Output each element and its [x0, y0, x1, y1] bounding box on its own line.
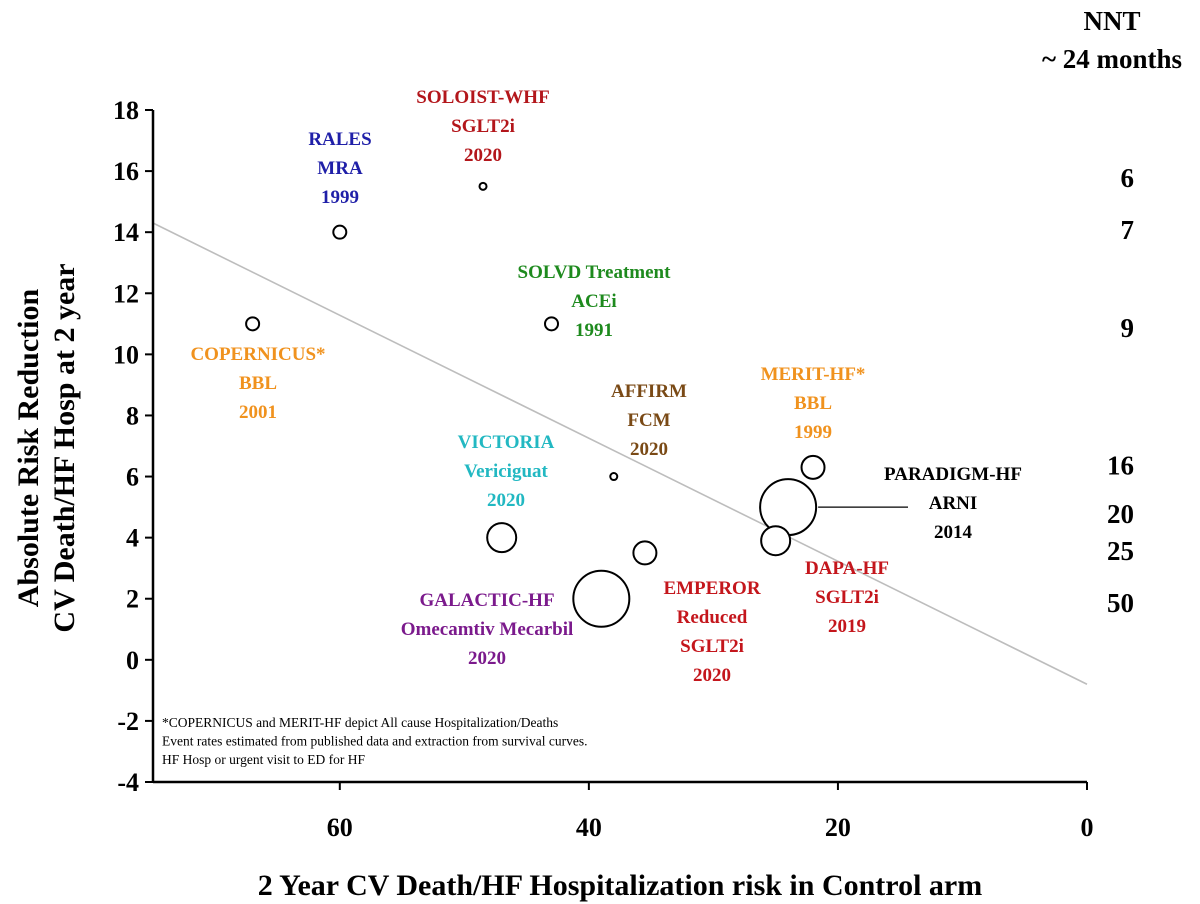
nnt-value: 20 — [1107, 499, 1134, 529]
y-axis-title-line: CV Death/HF Hosp at 2 year — [48, 263, 81, 632]
y-tick-label: 10 — [113, 340, 139, 369]
label-line: 1999 — [321, 187, 359, 208]
nnt-value: 9 — [1121, 313, 1135, 343]
label-copernicus: COPERNICUS* BBL 2001 — [190, 344, 325, 423]
label-paradigm-hf: PARADIGM-HF ARNI 2014 — [884, 464, 1022, 543]
label-line: EMPEROR — [663, 578, 760, 599]
label-soloist-whf: SOLOIST-WHF SGLT2i 2020 — [416, 87, 549, 166]
bubble-copernicus — [245, 316, 261, 332]
nnt-value: 50 — [1107, 588, 1134, 618]
y-tick-label: -4 — [117, 768, 139, 797]
bubble-galactic-hf — [572, 569, 631, 628]
label-line: 2019 — [828, 616, 866, 637]
bubble-affirm — [609, 472, 619, 482]
label-line: AFFIRM — [611, 381, 687, 402]
y-axis-title-line: Absolute Risk Reduction — [12, 288, 45, 607]
label-galactic-hf: GALACTIC-HF Omecamtiv Mecarbil 2020 — [401, 590, 574, 669]
footnote-line: HF Hosp or urgent visit to ED for HF — [162, 752, 365, 767]
label-emperor-reduced: EMPEROR Reduced SGLT2i 2020 — [663, 578, 760, 686]
footnote-line: *COPERNICUS and MERIT-HF depict All caus… — [162, 715, 558, 730]
label-line: 2001 — [239, 402, 277, 423]
label-solvd-treatment: SOLVD Treatment ACEi 1991 — [518, 262, 672, 341]
label-line: PARADIGM-HF — [884, 464, 1022, 485]
label-line: RALES — [308, 129, 371, 150]
label-line: 1999 — [794, 422, 832, 443]
label-line: GALACTIC-HF — [419, 590, 554, 611]
nnt-value: 7 — [1121, 215, 1135, 245]
nnt-subheader: ~ 24 months — [1042, 44, 1182, 74]
label-line: SGLT2i — [451, 116, 515, 137]
x-axis-title: 2 Year CV Death/HF Hospitalization risk … — [258, 869, 982, 902]
x-tick-label: 0 — [1081, 813, 1094, 842]
label-line: 2020 — [630, 439, 668, 460]
y-tick-label: 8 — [126, 401, 139, 430]
nnt-header: NNT — [1083, 6, 1140, 36]
label-line: 2020 — [468, 648, 506, 669]
bubble-dapa-hf — [760, 525, 792, 557]
label-line: 2014 — [934, 522, 973, 543]
bubble-merit-hf — [800, 454, 826, 480]
label-affirm: AFFIRM FCM 2020 — [611, 381, 687, 460]
label-rales: RALES MRA 1999 — [308, 129, 371, 208]
label-line: SGLT2i — [815, 587, 879, 608]
nnt-value: 16 — [1107, 450, 1134, 480]
bubble-paradigm-hf — [759, 478, 818, 537]
x-tick-label: 60 — [327, 813, 353, 842]
y-tick-label: 2 — [126, 585, 139, 614]
x-tick-label: 40 — [576, 813, 602, 842]
y-tick-label: 12 — [113, 279, 139, 308]
y-axis-title: Absolute Risk Reduction CV Death/HF Hosp … — [12, 263, 81, 632]
label-line: FCM — [627, 410, 670, 431]
bubble-rales — [332, 224, 348, 240]
footnote-line: Event rates estimated from published dat… — [162, 734, 588, 749]
label-line: ARNI — [929, 493, 978, 514]
y-tick-label: 6 — [126, 463, 139, 492]
nnt-value: 6 — [1121, 163, 1135, 193]
label-line: ACEi — [571, 291, 616, 312]
label-line: 2020 — [464, 145, 502, 166]
bubble-emperor-reduced — [632, 540, 658, 566]
label-dapa-hf: DAPA-HF SGLT2i 2019 — [805, 558, 889, 637]
y-tick-label: 16 — [113, 157, 139, 186]
label-line: BBL — [239, 373, 277, 394]
y-tick-label: 14 — [113, 218, 139, 247]
label-victoria: VICTORIA Vericiguat 2020 — [458, 432, 555, 511]
label-line: DAPA-HF — [805, 558, 889, 579]
label-line: 2020 — [693, 665, 731, 686]
label-line: BBL — [794, 393, 832, 414]
label-line: SOLOIST-WHF — [416, 87, 549, 108]
label-line: SGLT2i — [680, 636, 744, 657]
label-line: SOLVD Treatment — [518, 262, 672, 283]
label-line: Omecamtiv Mecarbil — [401, 619, 574, 640]
label-line: 2020 — [487, 490, 525, 511]
y-tick-label: 4 — [126, 524, 139, 553]
bubble-victoria — [486, 522, 518, 554]
label-line: MERIT-HF* — [761, 364, 866, 385]
nnt-value: 25 — [1107, 536, 1134, 566]
label-line: 1991 — [575, 320, 613, 341]
label-merit-hf: MERIT-HF* BBL 1999 — [761, 364, 866, 443]
label-line: MRA — [317, 158, 363, 179]
y-tick-label: 0 — [126, 646, 139, 675]
x-tick-label: 20 — [825, 813, 851, 842]
y-tick-label: -2 — [117, 707, 139, 736]
bubble-soloist-whf — [478, 181, 488, 191]
bubble-solvd-treatment — [544, 316, 560, 332]
y-tick-label: 18 — [113, 96, 139, 125]
label-line: Vericiguat — [464, 461, 548, 482]
label-line: VICTORIA — [458, 432, 555, 453]
label-line: COPERNICUS* — [190, 344, 325, 365]
trend-line — [152, 222, 1088, 685]
label-line: Reduced — [677, 607, 748, 628]
